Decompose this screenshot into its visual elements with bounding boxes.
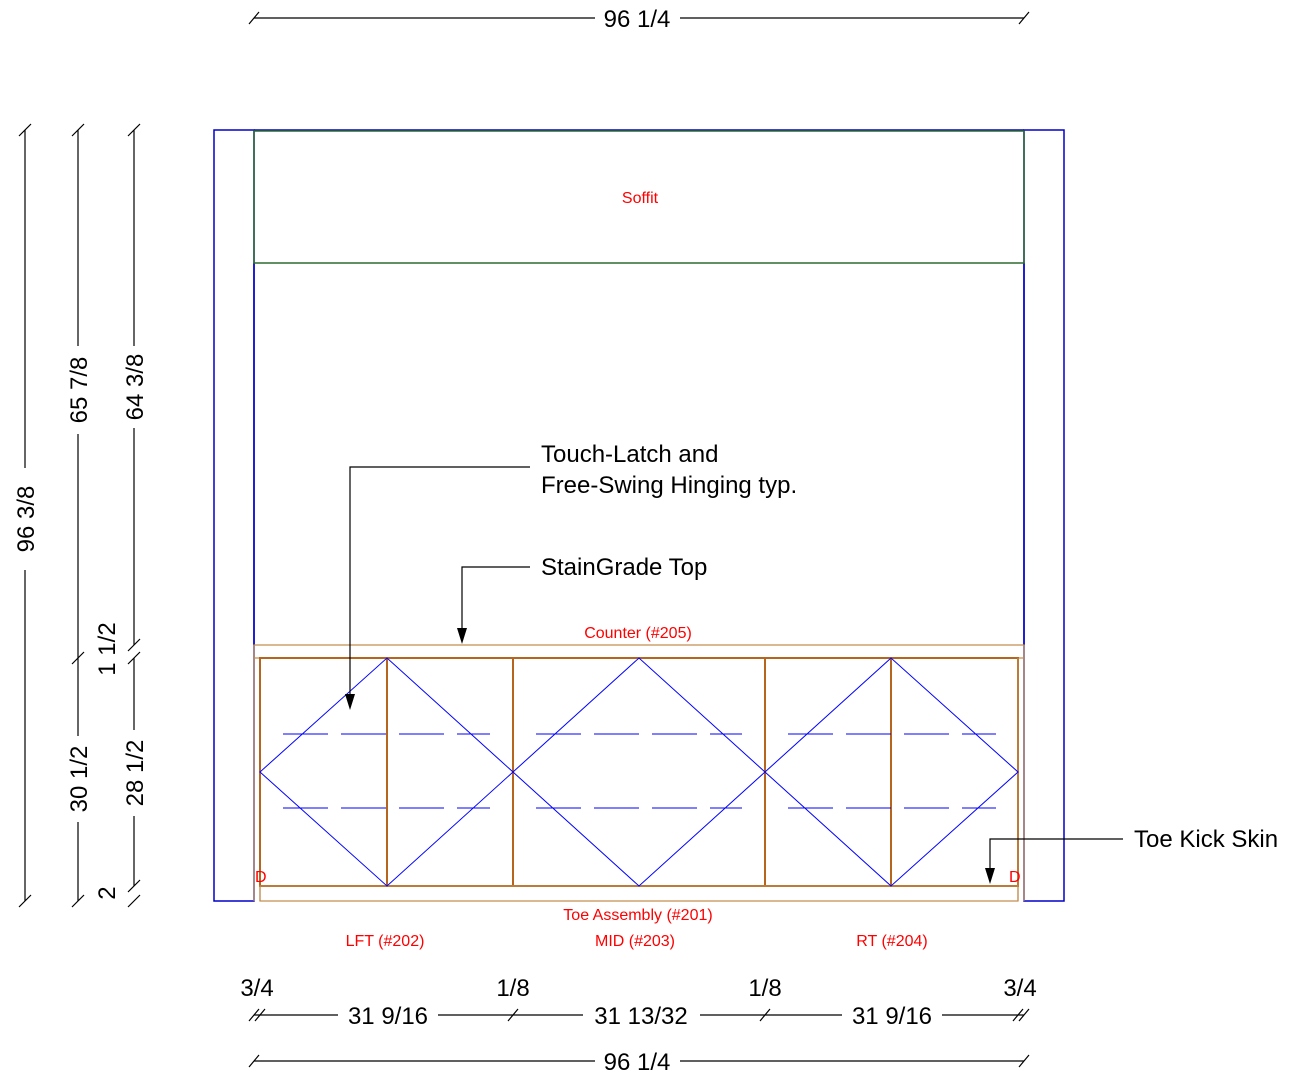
counter-label: Counter (#205) [584, 625, 692, 642]
dim-end-right-text: 3/4 [1003, 975, 1036, 1002]
cabinet-label-mid: MID (#203) [595, 933, 675, 950]
counter-top [253, 644, 1025, 659]
dim-left-overall-text: 96 3/8 [13, 486, 40, 553]
cabinet-label-lft: LFT (#202) [346, 933, 425, 950]
dim-end-left-text: 3/4 [240, 975, 273, 1002]
soffit-box [253, 130, 1025, 264]
dim-cab-left-width-text: 31 9/16 [348, 1003, 428, 1030]
dimension-counter-thickness: 1 1/2 [94, 622, 121, 675]
dimension-bottom-segments: 3/4 1/8 1/8 3/4 31 9/16 31 13/32 31 9/16 [240, 975, 1036, 1030]
note-touch-latch-line2: Free-Swing Hinging typ. [541, 472, 797, 499]
d-marker-left: D [255, 869, 267, 886]
dim-gap2-text: 1/8 [748, 975, 781, 1002]
dim-cab-mid-width-text: 31 13/32 [594, 1003, 687, 1030]
dimension-top-overall: 96 1/4 [248, 6, 1030, 33]
dim-toe-height-text: 2 [94, 886, 121, 899]
dimension-bottom-overall: 96 1/4 [248, 1049, 1030, 1075]
dim-cab-right-width-text: 31 9/16 [852, 1003, 932, 1030]
d-marker-right: D [1009, 869, 1021, 886]
dim-bottom-overall-text: 96 1/4 [604, 1049, 671, 1075]
base-cabinets [253, 657, 1025, 901]
dimension-cabinet-height: 28 1/2 [122, 658, 149, 908]
cabinet-box [259, 657, 1019, 887]
soffit: Soffit [253, 130, 1025, 264]
note-touch-latch-line1: Touch-Latch and [541, 441, 718, 468]
dimension-left-overall: 96 3/8 [13, 123, 40, 908]
dim-cab-height-text: 28 1/2 [122, 740, 149, 807]
cabinet-label-rt: RT (#204) [856, 933, 927, 950]
note-stain-grade-text: StainGrade Top [541, 554, 707, 581]
dim-left-upper-text: 65 7/8 [66, 357, 93, 424]
dim-counter-thk-text: 1 1/2 [94, 622, 121, 675]
dimension-right-upper: 64 3/8 [122, 123, 149, 665]
note-touch-latch: Touch-Latch and Free-Swing Hinging typ. [345, 441, 797, 710]
dim-left-lower-text: 30 1/2 [66, 746, 93, 813]
right-wall [1023, 129, 1065, 902]
dimension-left-upper: 65 7/8 [66, 123, 93, 665]
dim-gap1-text: 1/8 [496, 975, 529, 1002]
door-swing-lines [259, 657, 1019, 887]
dim-right-upper-text: 64 3/8 [122, 354, 149, 421]
soffit-label: Soffit [622, 190, 659, 207]
wall-outline [213, 129, 1065, 902]
toe-kick [259, 885, 1019, 902]
toe-assembly: Toe Assembly (#201) [259, 885, 1019, 924]
dimension-left-lower: 30 1/2 [66, 658, 93, 908]
left-wall [213, 129, 255, 902]
toe-assembly-label: Toe Assembly (#201) [563, 907, 712, 924]
note-toe-kick: Toe Kick Skin [985, 826, 1278, 884]
dim-top-overall-text: 96 1/4 [604, 6, 671, 33]
dimension-toe-height: 2 [94, 886, 121, 899]
note-toe-kick-text: Toe Kick Skin [1134, 826, 1278, 853]
note-stain-grade: StainGrade Top [457, 554, 707, 644]
counter: Counter (#205) [253, 625, 1025, 659]
